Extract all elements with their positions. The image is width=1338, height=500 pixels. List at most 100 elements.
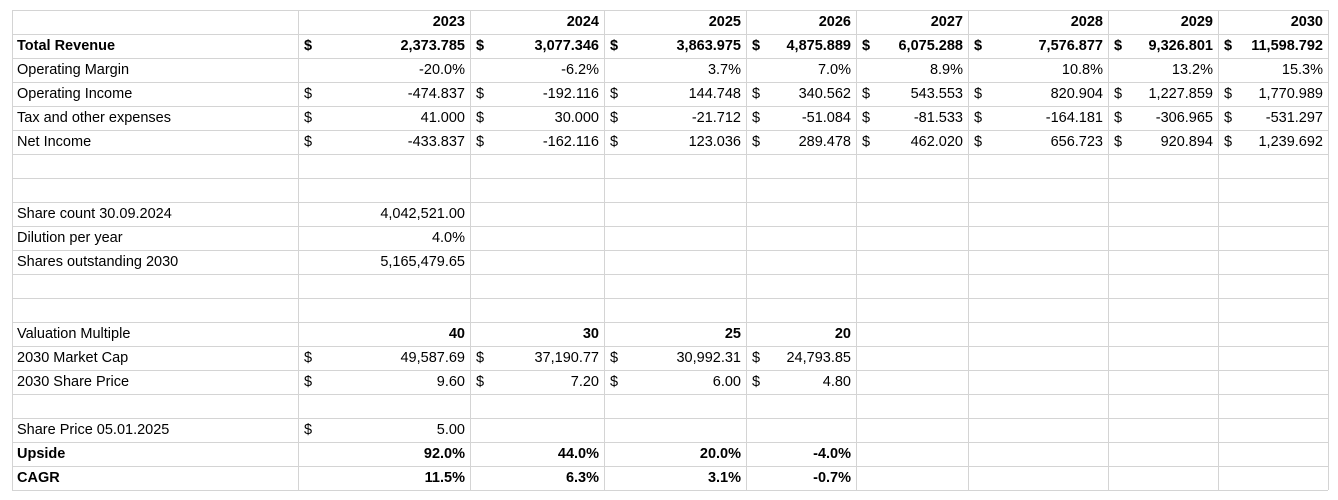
currency-symbol[interactable]: $ xyxy=(304,86,313,102)
value-net_income-2029[interactable]: 920.894 xyxy=(1160,134,1213,150)
share-count-value[interactable]: 4,042,521.00 xyxy=(380,206,465,222)
value-net_income-2026[interactable]: 289.478 xyxy=(798,134,851,150)
currency-symbol[interactable]: $ xyxy=(1114,38,1123,54)
upside-value[interactable]: 44.0% xyxy=(557,446,599,462)
currency-symbol[interactable]: $ xyxy=(304,374,313,390)
market-cap-value[interactable]: 24,793.85 xyxy=(786,350,851,366)
upside-value[interactable]: 20.0% xyxy=(699,446,741,462)
row-label-operating_income[interactable]: Operating Income xyxy=(17,86,133,102)
row-label-net_income[interactable]: Net Income xyxy=(17,134,92,150)
currency-symbol[interactable]: $ xyxy=(304,134,313,150)
current-share-price-label[interactable]: Share Price 05.01.2025 xyxy=(17,422,170,438)
value-operating_income-2023[interactable]: -474.837 xyxy=(407,86,465,102)
shares-outstanding-label[interactable]: Shares outstanding 2030 xyxy=(17,254,179,270)
value-operating_margin-2025[interactable]: 3.7% xyxy=(707,62,741,78)
value-tax_other-2027[interactable]: -81.533 xyxy=(913,110,963,126)
market-cap-value[interactable]: 30,992.31 xyxy=(676,350,741,366)
value-operating_income-2026[interactable]: 340.562 xyxy=(798,86,851,102)
value-operating_income-2027[interactable]: 543.553 xyxy=(910,86,963,102)
year-header-2025[interactable]: 2025 xyxy=(708,14,741,30)
currency-symbol[interactable]: $ xyxy=(974,38,983,54)
value-operating_income-2025[interactable]: 144.748 xyxy=(688,86,741,102)
value-operating_margin-2029[interactable]: 13.2% xyxy=(1171,62,1213,78)
currency-symbol[interactable]: $ xyxy=(1114,110,1123,126)
year-header-2023[interactable]: 2023 xyxy=(432,14,465,30)
row-label-operating_margin[interactable]: Operating Margin xyxy=(17,62,130,78)
shares-outstanding-value[interactable]: 5,165,479.65 xyxy=(380,254,465,270)
share-price-2030-value[interactable]: 7.20 xyxy=(570,374,599,390)
currency-symbol[interactable]: $ xyxy=(476,374,485,390)
currency-symbol[interactable]: $ xyxy=(752,350,761,366)
upside-value[interactable]: 92.0% xyxy=(423,446,465,462)
share-price-2030-value[interactable]: 6.00 xyxy=(712,374,741,390)
value-operating_income-2028[interactable]: 820.904 xyxy=(1050,86,1103,102)
value-tax_other-2028[interactable]: -164.181 xyxy=(1045,110,1103,126)
cagr-value[interactable]: -0.7% xyxy=(813,470,851,486)
current-share-price-value[interactable]: 5.00 xyxy=(436,422,465,438)
currency-symbol[interactable]: $ xyxy=(752,134,761,150)
year-header-2026[interactable]: 2026 xyxy=(818,14,851,30)
valuation-multiple-label[interactable]: Valuation Multiple xyxy=(17,326,131,342)
currency-symbol[interactable]: $ xyxy=(1114,134,1123,150)
currency-symbol[interactable]: $ xyxy=(1224,110,1233,126)
valuation-multiple-value[interactable]: 40 xyxy=(448,326,465,342)
value-tax_other-2023[interactable]: 41.000 xyxy=(420,110,465,126)
year-header-2028[interactable]: 2028 xyxy=(1070,14,1103,30)
value-operating_margin-2030[interactable]: 15.3% xyxy=(1281,62,1323,78)
currency-symbol[interactable]: $ xyxy=(304,350,313,366)
currency-symbol[interactable]: $ xyxy=(974,86,983,102)
value-net_income-2023[interactable]: -433.837 xyxy=(407,134,465,150)
currency-symbol[interactable]: $ xyxy=(862,110,871,126)
value-net_income-2027[interactable]: 462.020 xyxy=(910,134,963,150)
currency-symbol[interactable]: $ xyxy=(304,38,313,54)
market-cap-label[interactable]: 2030 Market Cap xyxy=(17,350,129,366)
value-total_revenue-2028[interactable]: 7,576.877 xyxy=(1038,38,1103,54)
valuation-multiple-value[interactable]: 30 xyxy=(582,326,599,342)
value-operating_income-2029[interactable]: 1,227.859 xyxy=(1148,86,1213,102)
row-label-total_revenue[interactable]: Total Revenue xyxy=(17,38,116,54)
share-price-2030-label[interactable]: 2030 Share Price xyxy=(17,374,130,390)
valuation-multiple-value[interactable]: 20 xyxy=(834,326,851,342)
value-tax_other-2025[interactable]: -21.712 xyxy=(691,110,741,126)
currency-symbol[interactable]: $ xyxy=(1224,86,1233,102)
currency-symbol[interactable]: $ xyxy=(862,86,871,102)
currency-symbol[interactable]: $ xyxy=(610,110,619,126)
currency-symbol[interactable]: $ xyxy=(974,134,983,150)
value-operating_margin-2024[interactable]: -6.2% xyxy=(561,62,599,78)
currency-symbol[interactable]: $ xyxy=(476,86,485,102)
value-tax_other-2024[interactable]: 30.000 xyxy=(554,110,599,126)
currency-symbol[interactable]: $ xyxy=(610,38,619,54)
currency-symbol[interactable]: $ xyxy=(610,374,619,390)
value-total_revenue-2026[interactable]: 4,875.889 xyxy=(786,38,851,54)
currency-symbol[interactable]: $ xyxy=(752,38,761,54)
value-total_revenue-2027[interactable]: 6,075.288 xyxy=(898,38,963,54)
market-cap-value[interactable]: 37,190.77 xyxy=(534,350,599,366)
currency-symbol[interactable]: $ xyxy=(476,134,485,150)
currency-symbol[interactable]: $ xyxy=(862,38,871,54)
share-price-2030-value[interactable]: 4.80 xyxy=(822,374,851,390)
currency-symbol[interactable]: $ xyxy=(476,38,485,54)
market-cap-value[interactable]: 49,587.69 xyxy=(400,350,465,366)
valuation-multiple-value[interactable]: 25 xyxy=(724,326,741,342)
value-operating_income-2024[interactable]: -192.116 xyxy=(542,86,599,102)
value-tax_other-2030[interactable]: -531.297 xyxy=(1265,110,1323,126)
year-header-2024[interactable]: 2024 xyxy=(566,14,599,30)
value-operating_margin-2026[interactable]: 7.0% xyxy=(817,62,851,78)
currency-symbol[interactable]: $ xyxy=(476,110,485,126)
value-net_income-2025[interactable]: 123.036 xyxy=(688,134,741,150)
currency-symbol[interactable]: $ xyxy=(752,110,761,126)
value-net_income-2030[interactable]: 1,239.692 xyxy=(1258,134,1323,150)
value-operating_income-2030[interactable]: 1,770.989 xyxy=(1258,86,1323,102)
currency-symbol[interactable]: $ xyxy=(752,374,761,390)
currency-symbol[interactable]: $ xyxy=(610,86,619,102)
currency-symbol[interactable]: $ xyxy=(476,350,485,366)
value-operating_margin-2028[interactable]: 10.8% xyxy=(1061,62,1103,78)
share-price-2030-value[interactable]: 9.60 xyxy=(436,374,465,390)
currency-symbol[interactable]: $ xyxy=(752,86,761,102)
currency-symbol[interactable]: $ xyxy=(610,134,619,150)
value-operating_margin-2023[interactable]: -20.0% xyxy=(419,62,465,78)
currency-symbol[interactable]: $ xyxy=(1224,134,1233,150)
dilution-label[interactable]: Dilution per year xyxy=(17,230,123,246)
year-header-2027[interactable]: 2027 xyxy=(930,14,963,30)
currency-symbol[interactable]: $ xyxy=(862,134,871,150)
